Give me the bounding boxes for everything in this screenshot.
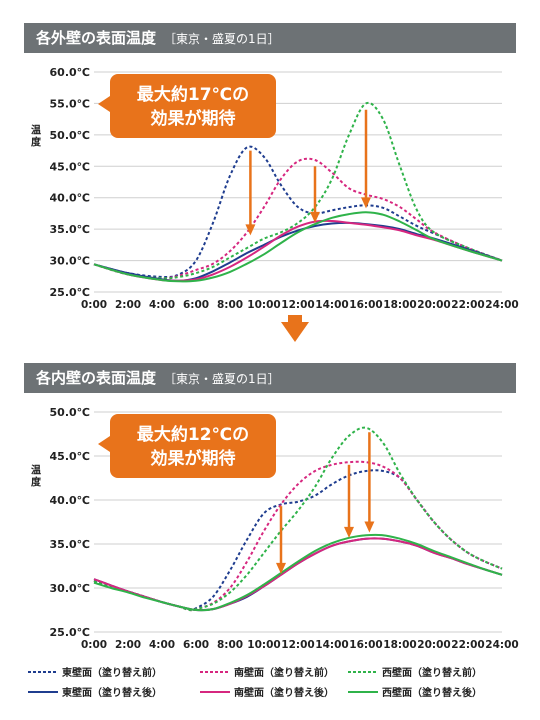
callout-text: 最大約17℃の [137,84,249,105]
legend-label: 東壁面（塗り替え後） [62,688,162,699]
x-tick-label: 6:00 [183,299,209,311]
x-tick-label: 24:00 [485,299,518,311]
y-tick-label: 30.0℃ [50,582,90,595]
x-tick-label: 22:00 [451,299,484,311]
legend-swatch-east-dashed [28,670,58,673]
x-tick-label: 10:00 [247,639,280,651]
x-tick-label: 14:00 [315,299,348,311]
x-tick-label: 20:00 [417,639,450,651]
reduction-arrow-head [344,526,354,538]
callout-pointer [98,96,110,112]
outer-wall-title: 各外壁の表面温度 [36,29,157,47]
y-tick-label: 45.0℃ [50,450,90,463]
legend-swatch-east-solid [28,690,58,693]
legend-swatch-west-dashed [348,670,378,673]
series-line-east-before [93,469,503,611]
reduction-arrow-head [276,562,286,574]
x-tick-label: 6:00 [183,639,209,651]
reduction-arrow-head [361,197,371,209]
y-tick-label: 60.0℃ [50,66,90,79]
x-tick-label: 18:00 [383,299,416,311]
reduction-arrow-head [245,224,256,236]
legend-swatch-south-dashed [200,670,230,673]
reduction-arrow-head [364,521,375,533]
callout-text: 効果が期待 [151,448,236,469]
y-axis-label: 温度 [31,464,42,489]
x-tick-label: 16:00 [349,299,382,311]
y-tick-label: 25.0℃ [50,286,90,299]
legend-west-before: 西壁面（塗り替え前） [348,664,482,679]
callout-text: 最大約12℃の [137,424,249,445]
x-tick-label: 0:00 [81,299,107,311]
inner-wall-header: 各内壁の表面温度 ［東京・盛夏の1日］ [24,363,516,393]
x-tick-label: 12:00 [281,639,314,651]
legend-label: 西壁面（塗り替え後） [382,688,482,699]
legend-label: 西壁面（塗り替え前） [382,668,482,679]
y-tick-label: 40.0℃ [50,192,90,205]
x-tick-label: 16:00 [349,639,382,651]
y-tick-label: 45.0℃ [50,160,90,173]
x-tick-label: 18:00 [383,639,416,651]
x-tick-label: 2:00 [115,639,141,651]
outer-wall-header: 各外壁の表面温度 ［東京・盛夏の1日］ [24,23,516,53]
callout-pointer [98,436,110,452]
y-tick-label: 25.0℃ [50,626,90,639]
x-tick-label: 22:00 [451,639,484,651]
x-tick-label: 10:00 [247,299,280,311]
x-tick-label: 14:00 [315,639,348,651]
legend-label: 南壁面（塗り替え前） [234,668,334,679]
x-tick-label: 0:00 [81,639,107,651]
legend-south-before: 南壁面（塗り替え前） [200,664,334,679]
callout-text: 効果が期待 [151,108,236,129]
legend-south-after: 南壁面（塗り替え後） [200,684,334,699]
y-tick-label: 50.0℃ [50,406,90,419]
x-tick-label: 8:00 [217,299,243,311]
series-line-west-after [93,533,503,612]
legend-label: 南壁面（塗り替え後） [234,688,334,699]
down-arrow-icon [281,322,309,342]
y-tick-label: 35.0℃ [50,538,90,551]
outer-wall-subtitle: ［東京・盛夏の1日］ [164,32,280,46]
legend-swatch-west-solid [348,690,378,693]
legend-label: 東壁面（塗り替え前） [62,668,162,679]
x-tick-label: 4:00 [149,299,175,311]
y-tick-label: 40.0℃ [50,494,90,507]
y-axis-label: 温度 [31,124,42,149]
inner-wall-chart: 25.0℃ 30.0℃ 35.0℃ 40.0℃ 45.0℃ 50.0℃ 0:00 2:00 4:… [31,406,519,651]
x-tick-label: 8:00 [217,639,243,651]
legend-swatch-south-solid [200,690,230,693]
y-tick-label: 35.0℃ [50,223,90,236]
legend-east-after: 東壁面（塗り替え後） [28,684,162,699]
inner-wall-title: 各内壁の表面温度 [36,369,157,387]
series-line-west-before [93,101,503,280]
callout-box [110,74,276,138]
x-tick-label: 24:00 [485,639,518,651]
legend-west-after: 西壁面（塗り替え後） [348,684,482,699]
y-tick-label: 30.0℃ [50,255,90,268]
legend-east-before: 東壁面（塗り替え前） [28,664,162,679]
x-tick-label: 4:00 [149,639,175,651]
series-line-west-after [93,211,503,283]
x-tick-label: 12:00 [281,299,314,311]
inner-wall-subtitle: ［東京・盛夏の1日］ [164,372,280,386]
y-tick-label: 55.0℃ [50,97,90,110]
series-line-east-before [93,145,503,278]
x-tick-label: 2:00 [115,299,141,311]
y-tick-label: 50.0℃ [50,129,90,142]
x-tick-label: 20:00 [417,299,450,311]
reduction-arrow-head [310,211,320,223]
down-arrow-stem [288,315,302,324]
callout-box [110,414,276,478]
outer-wall-chart: 25.0℃ 30.0℃ 35.0℃ 40.0℃ 45.0℃ 50.0℃ 55.0℃ 60.0℃… [31,66,519,311]
